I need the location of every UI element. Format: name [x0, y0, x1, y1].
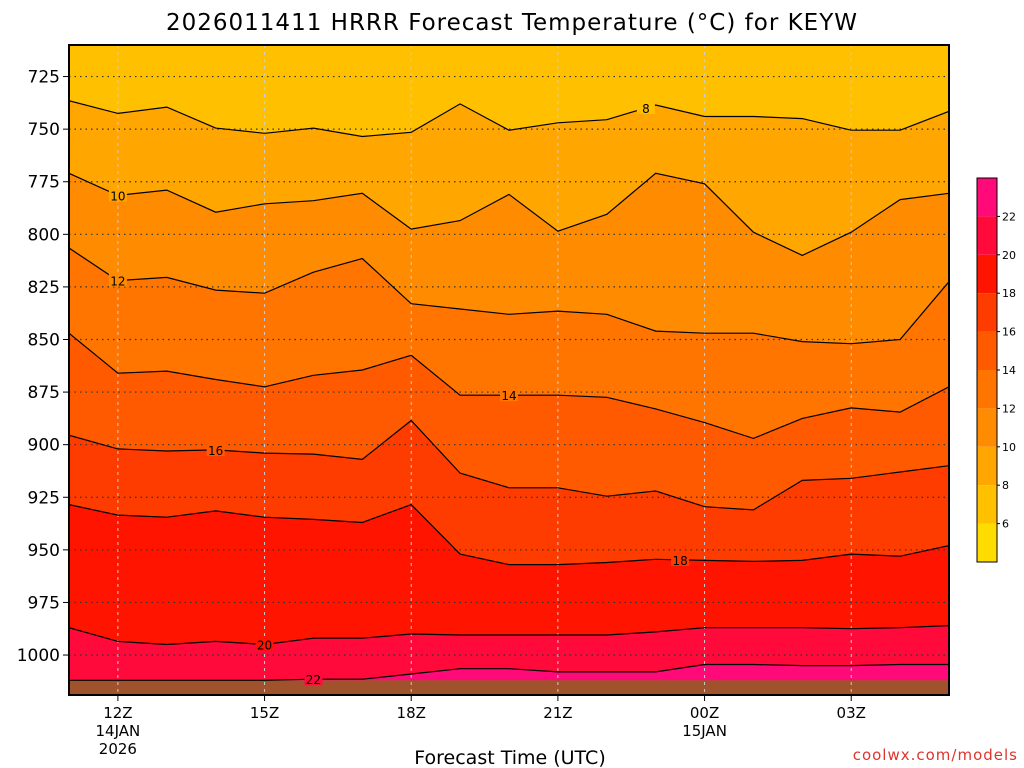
x-axis-label: Forecast Time (UTC): [414, 747, 605, 768]
y-tick-label-950: 950: [28, 541, 60, 561]
colorbar-label-20: 20: [1002, 249, 1016, 262]
y-tick-label-875: 875: [28, 383, 60, 403]
contour-label-20: 20: [257, 639, 272, 653]
x-tick-label-00Z-line1: 15JAN: [682, 722, 727, 740]
colorbar-band-20: [977, 216, 997, 255]
colorbar-band-12: [977, 370, 997, 409]
contour-10: [69, 172, 949, 257]
contour-label-8: 8: [642, 102, 650, 116]
contour-8: [69, 100, 949, 138]
y-tick-label-825: 825: [28, 278, 60, 298]
contour-22: [69, 663, 949, 681]
y-tick-label-925: 925: [28, 488, 60, 508]
y-tick-label-850: 850: [28, 330, 60, 350]
contour-label-bg-22: [304, 672, 323, 686]
contour-label-bg-12: [108, 273, 127, 287]
contour-label-bg-20: [255, 637, 274, 651]
colorbar-band-8: [977, 446, 997, 486]
contour-label-10: 10: [110, 189, 125, 203]
ground-layer: [69, 680, 949, 695]
y-axis: 725 750 775 800 825 850 875 900 925 950 975 1000: [17, 68, 69, 666]
colorbar-label-18: 18: [1002, 287, 1016, 300]
contour-label-bg-18: [671, 552, 690, 566]
colorbar-label-8: 8: [1002, 479, 1009, 492]
colorbar-label-6: 6: [1002, 518, 1009, 531]
contour-label-bg-14: [500, 388, 518, 402]
y-tick-label-775: 775: [28, 173, 60, 193]
contour-18: [69, 503, 949, 566]
credit-link[interactable]: coolwx.com/models: [853, 746, 1018, 764]
x-tick-label-03Z: 03Z: [837, 704, 866, 722]
colorbar-band-10: [977, 408, 997, 447]
contour-label-22: 22: [306, 673, 321, 687]
x-tick-label-21Z: 21Z: [543, 704, 572, 722]
colorbar-band-16: [977, 293, 997, 332]
contour-label-bg-16: [206, 442, 225, 456]
y-tick-label-900: 900: [28, 436, 60, 456]
y-tick-label-1000: 1000: [17, 646, 60, 666]
y-tick-label-800: 800: [28, 225, 60, 245]
contour-layer: 8 10 12 14 16 18 20 22: [69, 100, 949, 687]
x-tick-label-12Z-line1: 14JAN: [96, 722, 141, 740]
colorbar-label-14: 14: [1002, 364, 1016, 377]
contour-label-18: 18: [672, 554, 687, 568]
contour-label-bg-8: [636, 100, 655, 114]
contour-label-bg-10: [108, 188, 127, 202]
y-tick-label-725: 725: [28, 68, 60, 88]
colorbar-label-22: 22: [1002, 210, 1016, 223]
plot-frame: [68, 44, 950, 696]
colorbar-band-18: [977, 254, 997, 294]
x-tick-label-12Z-line2: 2026: [99, 740, 137, 758]
temperature-fill-layer: [69, 45, 949, 695]
x-tick-label-18Z: 18Z: [397, 704, 426, 722]
colorbar-label-12: 12: [1002, 402, 1016, 415]
colorbar: 6 8 10 12 14 16 18 20 22: [976, 177, 1016, 563]
colorbar-band-4: [977, 523, 997, 562]
contour-label-14: 14: [501, 389, 516, 403]
colorbar-band-22: [977, 178, 997, 217]
colorbar-band-6: [977, 485, 997, 524]
y-tick-label-750: 750: [28, 120, 60, 140]
colorbar-label-16: 16: [1002, 326, 1016, 339]
chart-title: 2026011411 HRRR Forecast Temperature (°C…: [166, 10, 858, 36]
contour-label-16: 16: [208, 444, 223, 458]
x-tick-label-15Z: 15Z: [250, 704, 279, 722]
colorbar-label-10: 10: [1002, 441, 1016, 454]
contour-label-12: 12: [110, 275, 125, 289]
colorbar-band-14: [977, 331, 997, 370]
ground-surface: [69, 680, 949, 695]
x-tick-label-00Z: 00Z: [690, 704, 719, 722]
contour-12: [69, 247, 949, 345]
y-tick-label-975: 975: [28, 593, 60, 613]
grid-layer: [69, 45, 949, 695]
x-tick-label-12Z: 12Z: [103, 704, 132, 722]
contour-20: [69, 625, 949, 646]
